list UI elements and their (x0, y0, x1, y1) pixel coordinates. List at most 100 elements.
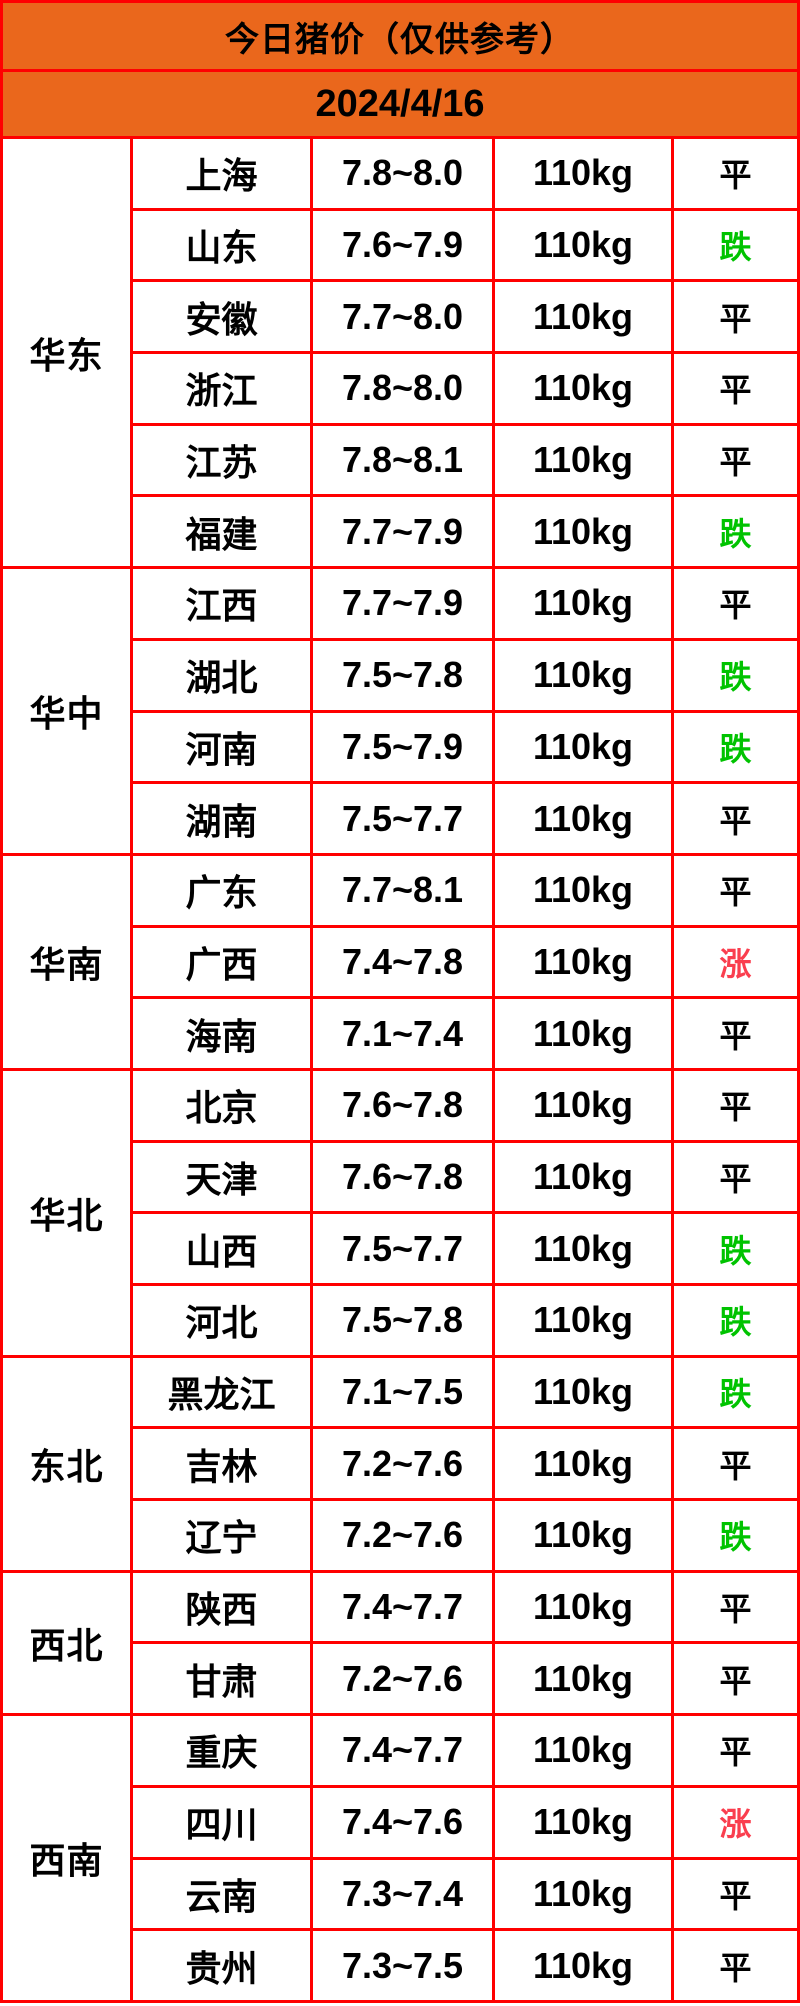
table-row: 西北 陕西 7.4~7.7 110kg 平 (0, 1569, 800, 1717)
price-cell: 7.5~7.9 (310, 709, 495, 785)
price-cell: 7.4~7.7 (310, 1713, 495, 1788)
price-cell: 7.8~8.0 (310, 136, 495, 211)
price-cell: 7.6~7.9 (310, 207, 495, 283)
price-cell: 7.4~7.7 (310, 1569, 495, 1645)
weight-cell: 110kg (492, 1067, 674, 1143)
price-cell: 7.6~7.8 (310, 1139, 495, 1215)
price-cell: 7.3~7.4 (310, 1856, 495, 1932)
table-row: 辽宁 7.2~7.6 110kg 跌 (2, 1498, 800, 1573)
table-row: 湖北 7.5~7.8 110kg 跌 (2, 637, 800, 713)
table-row: 东北 黑龙江 7.1~7.5 110kg 跌 (0, 1354, 800, 1573)
status-cell: 平 (670, 279, 800, 355)
table-row: 华东 上海 7.8~8.0 110kg 平 (0, 135, 800, 570)
weight-cell: 110kg (492, 1354, 674, 1430)
weight-cell: 110kg (492, 494, 674, 570)
weight-cell: 110kg (492, 1283, 674, 1358)
province-cell: 福建 (130, 494, 313, 570)
province-cell: 上海 (130, 136, 313, 211)
price-cell: 7.1~7.5 (310, 1354, 495, 1430)
price-cell: 7.2~7.6 (310, 1426, 495, 1502)
date-row: 2024/4/16 (0, 69, 800, 139)
weight-cell: 110kg (492, 1784, 674, 1860)
table-row: 山东 7.6~7.9 110kg 跌 (2, 207, 800, 283)
status-cell: 跌 (670, 207, 800, 283)
status-cell: 平 (670, 1641, 800, 1717)
table-row: 甘肃 7.2~7.6 110kg 平 (2, 1641, 800, 1717)
status-cell: 平 (670, 1426, 800, 1502)
price-cell: 7.5~7.8 (310, 1283, 495, 1358)
weight-cell: 110kg (492, 351, 674, 426)
province-cell: 河南 (130, 709, 313, 785)
province-cell: 辽宁 (130, 1498, 313, 1573)
province-cell: 天津 (130, 1139, 313, 1215)
province-cell: 北京 (130, 1067, 313, 1143)
price-cell: 7.3~7.5 (310, 1928, 495, 2003)
status-cell: 涨 (670, 924, 800, 1000)
status-cell: 跌 (670, 709, 800, 785)
price-cell: 7.4~7.6 (310, 1784, 495, 1860)
price-cell: 7.2~7.6 (310, 1641, 495, 1717)
status-cell: 平 (670, 351, 800, 426)
province-cell: 江苏 (130, 422, 313, 498)
table-row: 河北 7.5~7.8 110kg 跌 (2, 1283, 800, 1358)
status-cell: 跌 (670, 1354, 800, 1430)
weight-cell: 110kg (492, 1211, 674, 1286)
status-cell: 平 (670, 1067, 800, 1143)
table-row: 湖南 7.5~7.7 110kg 平 (2, 781, 800, 856)
province-cell: 江西 (130, 566, 313, 641)
table-row: 福建 7.7~7.9 110kg 跌 (2, 494, 800, 570)
region-cell: 华东 (0, 135, 133, 570)
price-cell: 7.6~7.8 (310, 1067, 495, 1143)
status-cell: 涨 (670, 1784, 800, 1860)
table-row: 山西 7.5~7.7 110kg 跌 (2, 1211, 800, 1286)
region-cell: 华南 (0, 852, 133, 1071)
table-row: 贵州 7.3~7.5 110kg 平 (2, 1928, 800, 2003)
table-row: 云南 7.3~7.4 110kg 平 (2, 1856, 800, 1932)
price-cell: 7.8~8.0 (310, 351, 495, 426)
table-row: 安徽 7.7~8.0 110kg 平 (2, 279, 800, 355)
status-cell: 平 (670, 1928, 800, 2003)
price-cell: 7.5~7.7 (310, 781, 495, 856)
price-cell: 7.2~7.6 (310, 1498, 495, 1573)
title-row: 今日猪价（仅供参考） (0, 0, 800, 72)
province-cell: 山东 (130, 207, 313, 283)
date-label: 2024/4/16 (0, 69, 800, 139)
weight-cell: 110kg (492, 279, 674, 355)
price-cell: 7.1~7.4 (310, 996, 495, 1071)
status-cell: 跌 (670, 1211, 800, 1286)
province-cell: 重庆 (130, 1713, 313, 1788)
price-cell: 7.7~7.9 (310, 566, 495, 641)
table-row: 江苏 7.8~8.1 110kg 平 (2, 422, 800, 498)
weight-cell: 110kg (492, 1641, 674, 1717)
province-cell: 广西 (130, 924, 313, 1000)
province-cell: 湖南 (130, 781, 313, 856)
region-cell: 华中 (0, 566, 133, 856)
region-cell: 华北 (0, 1067, 133, 1358)
region-cell: 东北 (0, 1354, 133, 1573)
province-cell: 贵州 (130, 1928, 313, 2003)
weight-cell: 110kg (492, 566, 674, 641)
weight-cell: 110kg (492, 1498, 674, 1573)
province-cell: 山西 (130, 1211, 313, 1286)
status-cell: 平 (670, 852, 800, 928)
weight-cell: 110kg (492, 1426, 674, 1502)
table-row: 海南 7.1~7.4 110kg 平 (2, 996, 800, 1071)
province-cell: 湖北 (130, 637, 313, 713)
price-cell: 7.7~8.0 (310, 279, 495, 355)
table-row: 吉林 7.2~7.6 110kg 平 (2, 1426, 800, 1502)
table-row: 华中 江西 7.7~7.9 110kg 平 (0, 566, 800, 856)
table-row: 西南 重庆 7.4~7.7 110kg 平 (0, 1713, 800, 2003)
weight-cell: 110kg (492, 709, 674, 785)
weight-cell: 110kg (492, 924, 674, 1000)
province-cell: 甘肃 (130, 1641, 313, 1717)
table-row: 浙江 7.8~8.0 110kg 平 (2, 351, 800, 426)
table-row: 四川 7.4~7.6 110kg 涨 (2, 1784, 800, 1860)
weight-cell: 110kg (492, 996, 674, 1071)
status-cell: 跌 (670, 494, 800, 570)
province-cell: 云南 (130, 1856, 313, 1932)
weight-cell: 110kg (492, 781, 674, 856)
table-row: 华南 广东 7.7~8.1 110kg 平 (0, 852, 800, 1071)
table-row: 河南 7.5~7.9 110kg 跌 (2, 709, 800, 785)
